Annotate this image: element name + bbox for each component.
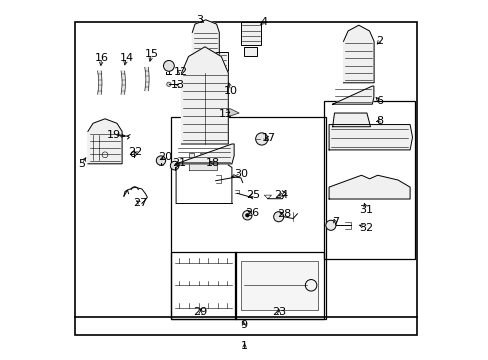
Text: 29: 29 xyxy=(193,307,207,318)
Text: 21: 21 xyxy=(172,158,185,168)
Polygon shape xyxy=(98,71,102,94)
Circle shape xyxy=(273,212,283,222)
Text: 17: 17 xyxy=(262,133,276,143)
Polygon shape xyxy=(192,20,219,56)
Text: 31: 31 xyxy=(359,204,372,215)
Bar xyxy=(171,252,235,319)
Text: 18: 18 xyxy=(206,158,220,168)
Text: 15: 15 xyxy=(144,49,158,59)
Text: 4: 4 xyxy=(260,17,267,27)
Text: 24: 24 xyxy=(274,190,288,200)
Text: 10: 10 xyxy=(224,86,237,96)
Text: 23: 23 xyxy=(271,307,285,318)
Text: 5: 5 xyxy=(78,159,85,169)
Circle shape xyxy=(156,156,165,165)
Text: 26: 26 xyxy=(244,208,258,218)
Bar xyxy=(170,117,325,319)
Text: 27: 27 xyxy=(133,198,147,208)
Circle shape xyxy=(163,60,174,71)
Text: 11: 11 xyxy=(218,109,232,120)
Polygon shape xyxy=(144,67,149,91)
Text: 8: 8 xyxy=(375,116,382,126)
Circle shape xyxy=(245,213,249,217)
Polygon shape xyxy=(206,109,239,116)
Text: 19: 19 xyxy=(107,130,121,140)
Bar xyxy=(241,261,318,310)
Bar xyxy=(323,101,415,259)
Polygon shape xyxy=(328,175,409,199)
Text: 3: 3 xyxy=(196,15,203,25)
Text: 25: 25 xyxy=(246,190,260,200)
Circle shape xyxy=(242,211,251,220)
Bar xyxy=(244,47,257,56)
Polygon shape xyxy=(176,144,234,164)
Text: 28: 28 xyxy=(276,209,291,219)
Polygon shape xyxy=(332,86,373,104)
Text: 12: 12 xyxy=(173,67,187,77)
Text: 22: 22 xyxy=(128,147,142,157)
Text: 9: 9 xyxy=(240,320,247,330)
Text: 14: 14 xyxy=(119,53,133,63)
Polygon shape xyxy=(343,25,373,83)
Text: 6: 6 xyxy=(375,96,382,106)
Text: 30: 30 xyxy=(233,168,247,179)
Circle shape xyxy=(170,161,179,170)
Text: 20: 20 xyxy=(158,152,172,162)
Text: 2: 2 xyxy=(375,36,382,46)
Text: 16: 16 xyxy=(94,53,108,63)
Bar xyxy=(241,22,260,45)
Polygon shape xyxy=(188,153,217,170)
Bar xyxy=(206,52,227,88)
Circle shape xyxy=(166,82,171,86)
Circle shape xyxy=(255,133,267,145)
Polygon shape xyxy=(121,71,125,94)
Polygon shape xyxy=(181,47,228,144)
Polygon shape xyxy=(332,113,370,127)
Text: 1: 1 xyxy=(241,341,247,351)
Bar xyxy=(235,252,323,319)
Bar xyxy=(75,22,416,335)
Polygon shape xyxy=(328,125,412,150)
Polygon shape xyxy=(88,119,122,164)
Text: 7: 7 xyxy=(331,217,338,228)
Text: 13: 13 xyxy=(171,80,185,90)
Circle shape xyxy=(325,220,335,230)
Text: 32: 32 xyxy=(358,222,372,233)
